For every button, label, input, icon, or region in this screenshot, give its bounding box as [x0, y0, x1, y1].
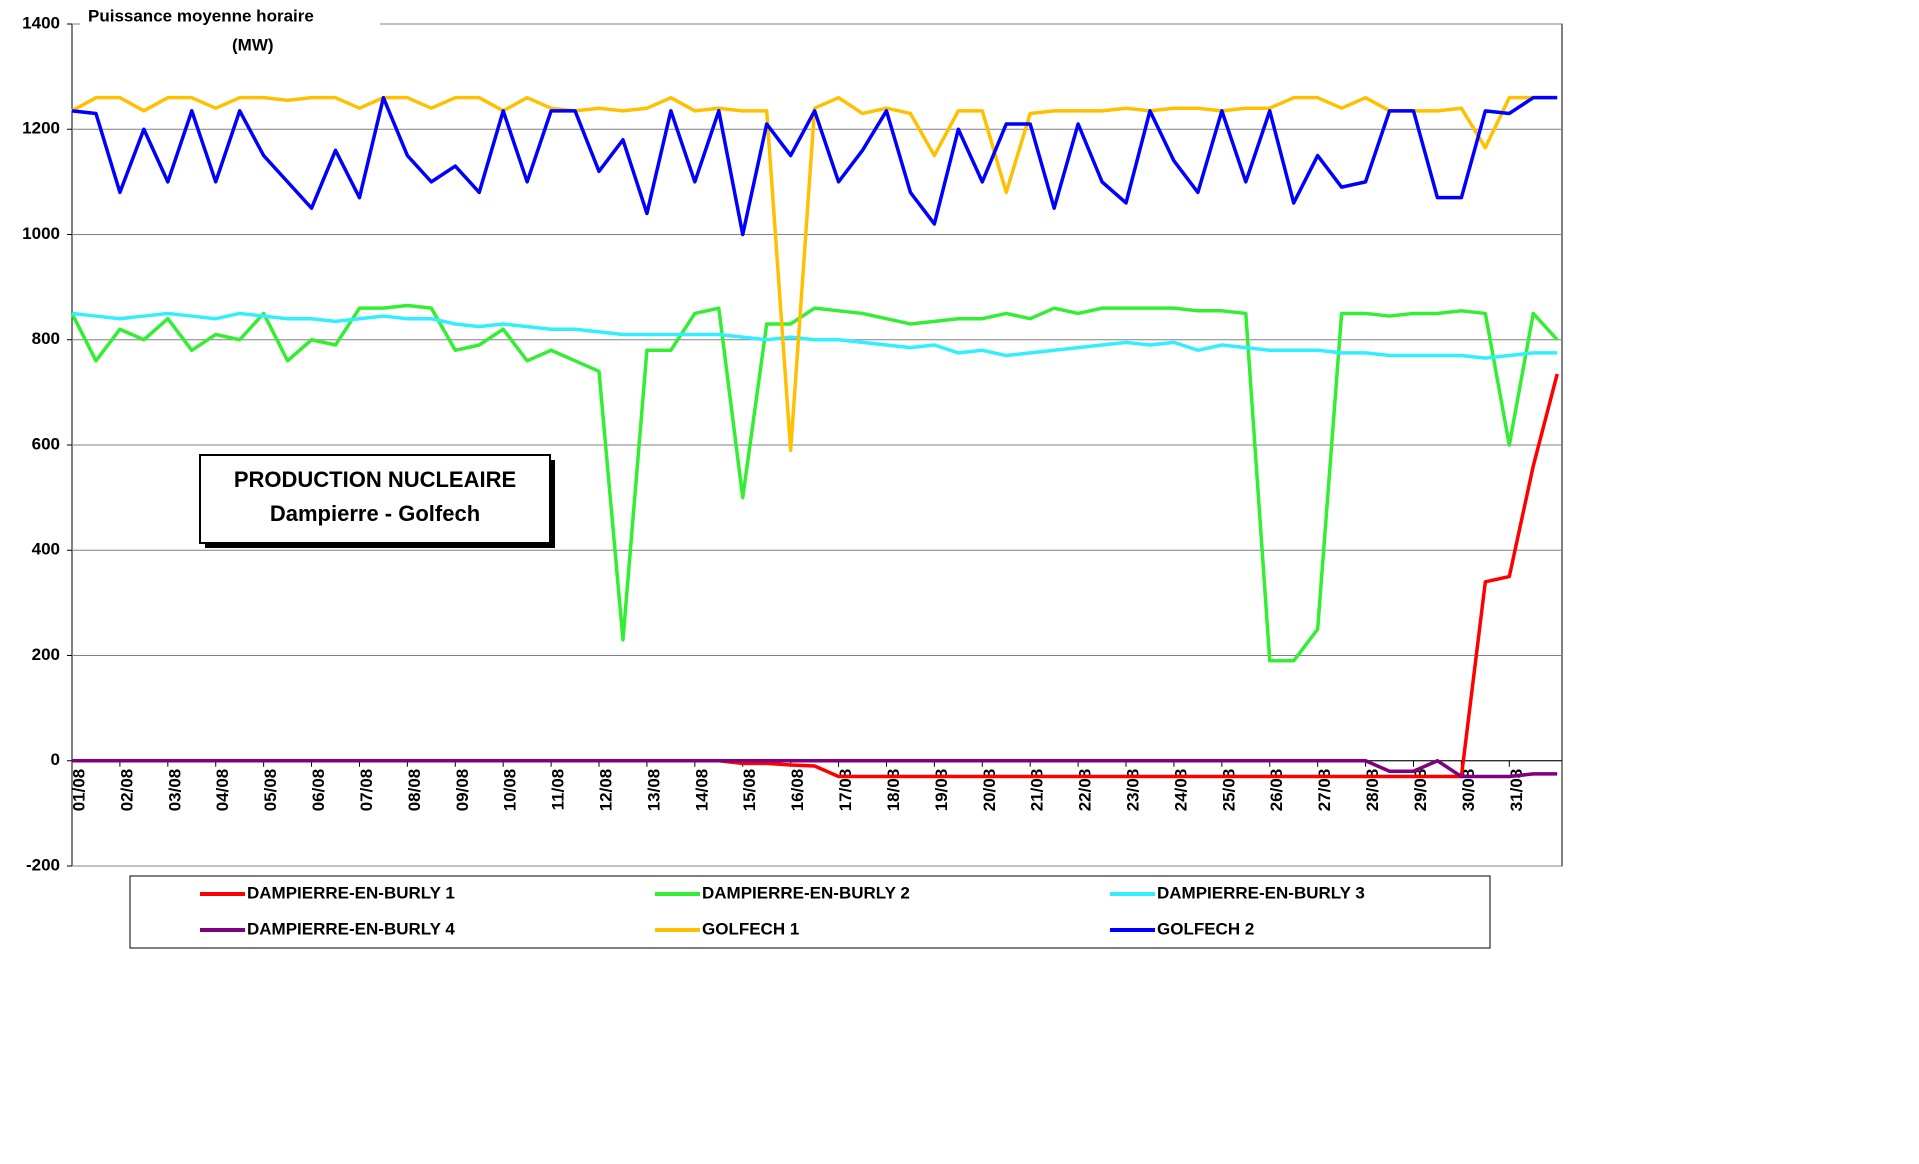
y-tick-label: 200 [32, 645, 60, 664]
legend-label: DAMPIERRE-EN-BURLY 3 [1157, 883, 1365, 902]
series-line [70, 303, 1559, 663]
series-line [71, 311, 1558, 360]
y-tick-label: 1200 [22, 119, 60, 138]
annotation-text: Dampierre - Golfech [270, 501, 480, 526]
x-tick-label: 09/08 [453, 769, 472, 812]
x-tick-label: 15/08 [740, 769, 759, 812]
y-tick-label: 600 [32, 434, 60, 453]
x-tick-label: 02/08 [117, 769, 136, 812]
x-tick-label: 30/08 [1459, 769, 1478, 812]
x-tick-label: 11/08 [549, 769, 568, 811]
x-tick-label: 04/08 [213, 769, 232, 812]
series-line [71, 95, 1558, 453]
x-tick-label: 13/08 [644, 769, 663, 812]
annotation-text: PRODUCTION NUCLEAIRE [234, 467, 516, 492]
series-line [71, 95, 1558, 237]
legend-label: DAMPIERRE-EN-BURLY 2 [702, 883, 910, 902]
x-tick-label: 19/08 [932, 769, 951, 812]
x-tick-label: 23/08 [1124, 769, 1143, 812]
x-tick-label: 22/08 [1076, 769, 1095, 812]
x-tick-label: 14/08 [692, 769, 711, 812]
y-axis-label: (MW) [232, 35, 274, 54]
legend-label: DAMPIERRE-EN-BURLY 1 [247, 883, 455, 902]
y-tick-label: 1000 [22, 224, 60, 243]
legend-box [129, 875, 1491, 949]
x-tick-label: 24/08 [1171, 769, 1190, 812]
x-tick-label: 10/08 [501, 769, 520, 812]
x-tick-label: 07/08 [357, 769, 376, 812]
y-axis-label: Puissance moyenne horaire [88, 6, 314, 25]
x-tick-label: 21/08 [1028, 769, 1047, 812]
x-tick-label: 16/08 [788, 769, 807, 812]
series-line [72, 373, 1559, 779]
x-tick-label: 12/08 [596, 769, 615, 812]
x-tick-label: 29/08 [1411, 769, 1430, 812]
legend-label: DAMPIERRE-EN-BURLY 4 [247, 919, 455, 938]
annotation-box [199, 454, 551, 544]
x-tick-label: 01/08 [69, 769, 88, 812]
x-tick-label: 17/08 [836, 769, 855, 812]
y-tick-label: 1400 [22, 13, 60, 32]
y-tick-label: 400 [32, 540, 60, 559]
series-line [72, 759, 1558, 779]
y-tick-label: 0 [51, 750, 60, 769]
x-tick-label: 03/08 [165, 769, 184, 812]
x-tick-label: 06/08 [309, 769, 328, 812]
x-tick-label: 26/08 [1267, 769, 1286, 812]
x-tick-label: 05/08 [261, 769, 280, 812]
x-tick-label: 25/08 [1219, 769, 1238, 812]
y-tick-label: -200 [26, 855, 60, 874]
y-tick-label: 800 [32, 329, 60, 348]
x-tick-label: 08/08 [405, 769, 424, 812]
legend-label: GOLFECH 1 [702, 919, 799, 938]
x-tick-label: 27/08 [1315, 769, 1334, 812]
x-tick-label: 31/08 [1507, 769, 1526, 812]
legend-label: GOLFECH 2 [1157, 919, 1254, 938]
label-backing [80, 6, 380, 56]
x-tick-label: 28/08 [1363, 769, 1382, 812]
x-tick-label: 18/08 [884, 769, 903, 812]
x-tick-label: 20/08 [980, 769, 999, 812]
